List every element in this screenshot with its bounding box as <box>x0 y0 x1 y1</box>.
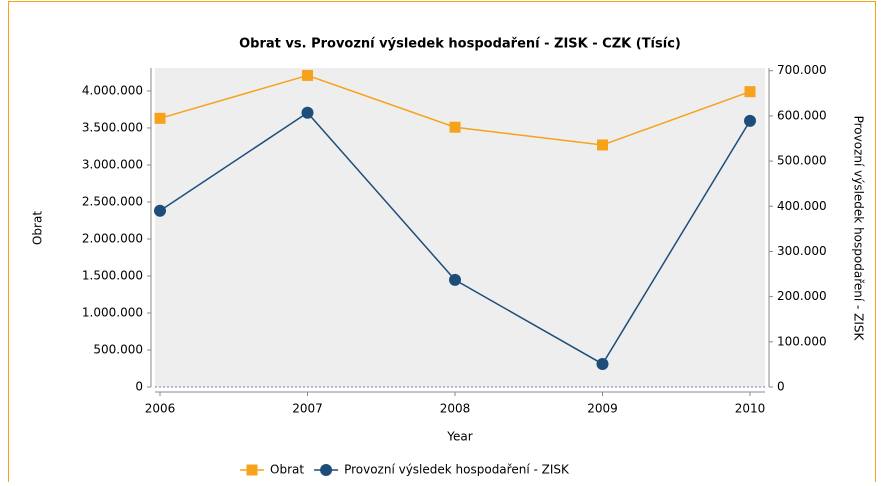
x-tick-label: 2010 <box>735 402 766 416</box>
point <box>449 121 461 133</box>
y-tick-label: 3.500.000 <box>82 120 143 134</box>
y2-tick-label: 700.000 <box>777 63 827 77</box>
point <box>744 114 756 127</box>
y2-axis-label: Provozní výsledek hospodaření - ZISK <box>852 116 866 342</box>
y2-tick-label: 300.000 <box>777 244 827 258</box>
y-tick-label: 1.500.000 <box>82 268 143 282</box>
chart-title: Obrat vs. Provozní výsledek hospodaření … <box>239 37 681 52</box>
x-tick-label: 2007 <box>292 402 323 416</box>
y-axis-label: Obrat <box>31 211 45 245</box>
x-tick-label: 2008 <box>440 402 471 416</box>
x-axis-label: Year <box>446 430 472 444</box>
y-tick-label: 3.000.000 <box>82 157 143 171</box>
y2-tick-label: 500.000 <box>777 154 827 168</box>
point <box>596 357 609 370</box>
point <box>449 273 461 286</box>
y-tick-label: 1.000.000 <box>82 305 143 319</box>
y-tick-label: 2.000.000 <box>82 231 143 245</box>
legend-marker <box>320 464 333 476</box>
y2-tick-label: 0 <box>777 380 785 394</box>
legend-label: Obrat <box>270 463 304 477</box>
point <box>154 204 166 217</box>
plot-area <box>155 68 765 387</box>
y-tick-label: 2.500.000 <box>82 194 143 208</box>
point <box>302 69 313 81</box>
x-tick-label: 2009 <box>587 402 618 416</box>
point <box>154 112 166 124</box>
legend-label: Provozní výsledek hospodaření - ZISK <box>344 463 570 477</box>
x-tick-label: 2006 <box>145 402 176 416</box>
y2-tick-label: 600.000 <box>777 108 827 122</box>
y2-tick-label: 100.000 <box>777 334 827 348</box>
point <box>597 139 608 151</box>
point <box>744 86 756 98</box>
y-tick-label: 500.000 <box>93 342 143 356</box>
point <box>301 106 314 119</box>
y2-tick-label: 400.000 <box>777 199 827 213</box>
y2-tick-label: 200.000 <box>777 289 827 303</box>
y-tick-label: 0 <box>135 380 143 394</box>
y-tick-label: 4.000.000 <box>82 83 143 97</box>
legend-marker <box>246 464 258 476</box>
